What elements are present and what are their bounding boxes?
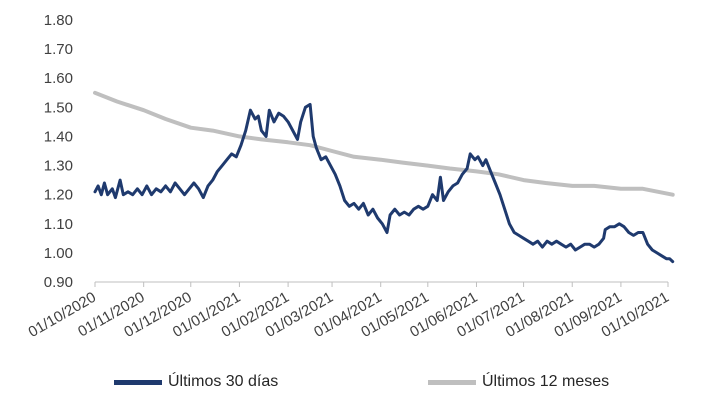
y-tick-label: 0.90 [44,274,73,291]
series-line-2 [93,90,675,197]
y-tick-label: 1.00 [44,245,73,262]
y-tick-label: 1.30 [44,158,73,175]
y-tick-label: 1.80 [44,12,73,29]
series-line-1 [93,102,675,264]
y-tick-label: 1.70 [44,41,73,58]
y-axis: 0.90 1.00 1.10 1.20 1.30 1.40 1.50 1.60 1.70 1.80 [44,12,73,291]
y-tick-label: 1.50 [44,99,73,116]
legend-label-series-1: Últimos 30 días [168,373,279,390]
y-tick-label: 1.60 [44,70,73,87]
legend-label-series-2: Últimos 12 meses [482,373,610,390]
series-lines [93,90,675,264]
legend-item-series-1: Últimos 30 días [114,372,278,392]
legend-item-series-2: Últimos 12 meses [428,372,609,392]
x-axis: 01/10/202001/11/202001/12/202001/01/2021… [25,281,672,341]
y-tick-label: 1.10 [44,216,73,233]
y-tick-label: 1.20 [44,187,73,204]
legend-swatch-series-1 [114,379,162,385]
y-tick-label: 1.40 [44,128,73,145]
legend-swatch-series-2 [428,379,476,385]
